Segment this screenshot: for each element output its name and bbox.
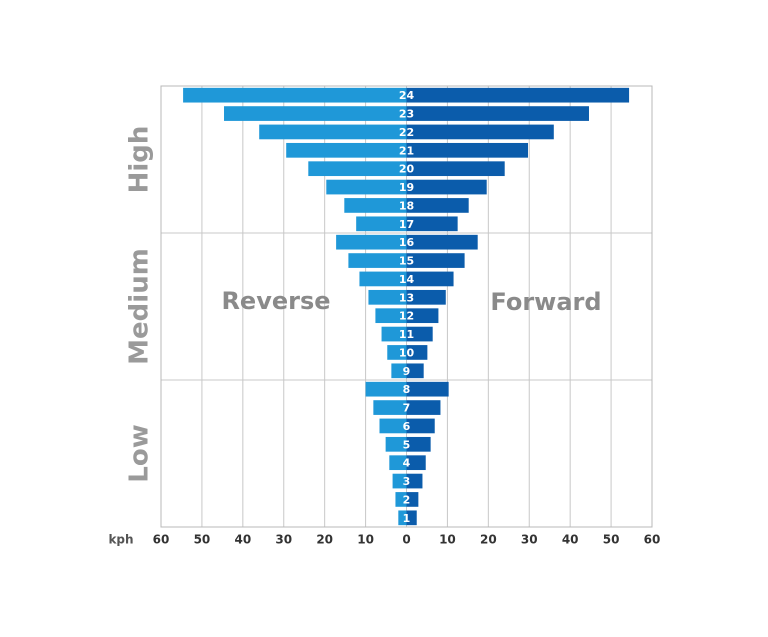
bar [406, 161, 505, 177]
gear-label: 15 [399, 255, 414, 268]
gear-label: 11 [399, 328, 414, 341]
bar [406, 418, 435, 434]
bar [375, 308, 407, 324]
gear-label: 17 [399, 218, 414, 231]
bar [406, 87, 630, 103]
x-tick-label: 30 [521, 533, 538, 547]
x-tick-label: 10 [439, 533, 456, 547]
group-label: Medium [125, 248, 155, 365]
bar [406, 436, 431, 452]
gear-label: 10 [399, 346, 415, 359]
bar [359, 271, 407, 287]
gear-label: 4 [403, 457, 411, 470]
bar [259, 124, 407, 140]
gear-label: 14 [399, 273, 415, 286]
gear-label: 23 [399, 108, 414, 121]
gear-label: 2 [403, 493, 411, 506]
bar [406, 400, 441, 415]
bar [385, 436, 407, 452]
gear-label: 18 [399, 199, 414, 212]
bar [392, 473, 407, 489]
gear-label: 8 [403, 383, 411, 396]
bar [391, 363, 407, 379]
gear-label: 9 [403, 365, 411, 378]
bar [406, 124, 554, 140]
bar [406, 271, 454, 287]
gear-label: 22 [399, 126, 414, 139]
x-tick-label: 60 [153, 533, 170, 547]
gear-label: 16 [399, 236, 415, 249]
plot-frame [160, 85, 653, 528]
bar [387, 345, 407, 360]
bar [406, 216, 458, 232]
bar [406, 381, 449, 397]
gear-label: 19 [399, 181, 414, 194]
bar [406, 492, 419, 507]
bar [406, 308, 439, 324]
bar [406, 326, 433, 342]
bar [381, 326, 407, 342]
bar [348, 253, 407, 268]
bar [373, 400, 407, 415]
group-label: Low [125, 424, 155, 482]
gear-label: 6 [403, 420, 411, 433]
x-tick-label: 20 [480, 533, 497, 547]
bar [406, 106, 589, 121]
gear-label: 24 [399, 89, 415, 102]
bar [365, 381, 407, 397]
bar [224, 106, 407, 121]
x-tick-label: 40 [234, 533, 251, 547]
bar [183, 87, 407, 103]
gear-label: 7 [403, 402, 411, 415]
x-tick-label: 30 [275, 533, 292, 547]
bar [406, 510, 417, 526]
bar [286, 142, 407, 158]
bar [368, 289, 407, 305]
bar [406, 345, 428, 360]
bar [406, 289, 446, 305]
gear-label: 1 [403, 512, 411, 525]
gear-label: 12 [399, 310, 414, 323]
series-label: Forward [490, 288, 601, 316]
series-label: Reverse [221, 287, 330, 315]
bar [406, 234, 478, 250]
gear-label: 5 [403, 438, 411, 451]
group-label: High [125, 126, 155, 194]
bar [398, 510, 407, 526]
bar [308, 161, 407, 177]
bar [356, 216, 407, 232]
x-tick-label: 0 [402, 533, 410, 547]
bar [406, 142, 529, 158]
gear-label: 20 [399, 163, 415, 176]
bar [395, 492, 407, 507]
x-tick-label: 50 [194, 533, 211, 547]
bar [406, 253, 465, 268]
x-tick-label: 20 [316, 533, 333, 547]
x-tick-label: 50 [603, 533, 620, 547]
gear-label: 3 [403, 475, 411, 488]
bar [336, 234, 407, 250]
bar [379, 418, 407, 434]
bar [406, 363, 424, 379]
bar [389, 455, 407, 471]
bar [406, 473, 423, 489]
bar [406, 198, 469, 213]
x-tick-label: 40 [562, 533, 579, 547]
bar [326, 179, 407, 195]
x-axis-label: kph [108, 533, 133, 547]
bar [406, 455, 426, 471]
gear-label: 13 [399, 291, 414, 304]
x-tick-label: 10 [357, 533, 374, 547]
gear-label: 21 [399, 144, 414, 157]
bar [344, 198, 407, 213]
x-tick-label: 60 [644, 533, 661, 547]
bar [406, 179, 487, 195]
